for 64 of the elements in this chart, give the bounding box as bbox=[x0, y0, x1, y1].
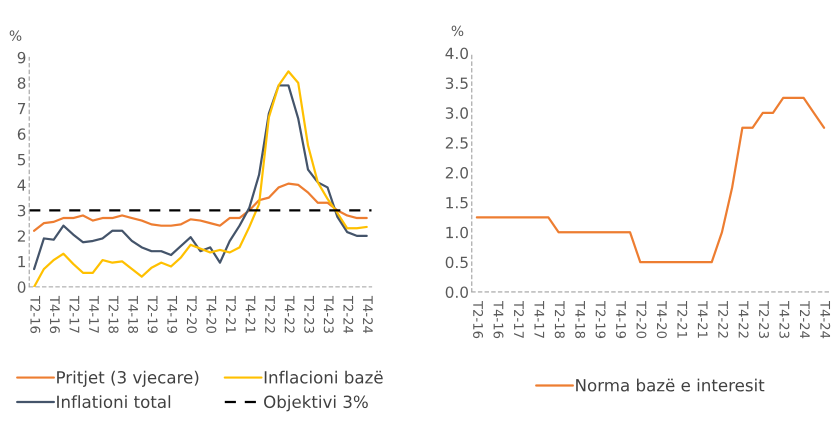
line-series bbox=[33, 182, 368, 232]
y-tick-label: 2 bbox=[18, 230, 25, 242]
x-tick-label: T2-20 bbox=[636, 300, 646, 338]
y-tick-label: 1.0 bbox=[446, 226, 468, 238]
x-tick-label: T4-24 bbox=[363, 296, 373, 334]
legend-label: Pritjet (3 vjecare) bbox=[57, 370, 198, 387]
y-tick-label: 7 bbox=[18, 103, 26, 114]
x-tick-label: T4-18 bbox=[575, 300, 586, 338]
y-tick-label: 3.5 bbox=[446, 77, 468, 90]
x-tick-label: T2-17 bbox=[514, 300, 524, 338]
x-tick-label: T2-17 bbox=[70, 296, 80, 333]
x-tick-label: T2-24 bbox=[343, 296, 354, 334]
legend-label: Inflationi total bbox=[57, 395, 170, 408]
x-tick-label: T4-21 bbox=[246, 296, 256, 333]
x-tick-label: T2-18 bbox=[108, 296, 119, 334]
legend-label: Norma bazë e interesit bbox=[576, 378, 764, 392]
x-tick-label: T2-16 bbox=[30, 296, 40, 334]
x-tick-label: T2-21 bbox=[226, 296, 236, 333]
x-tick-label: T4-22 bbox=[738, 300, 749, 338]
x-tick-label: T4-19 bbox=[167, 296, 178, 333]
legend-label: Objektivi 3% bbox=[264, 395, 368, 412]
x-tick-label: T4-19 bbox=[616, 300, 626, 338]
line-series bbox=[476, 96, 826, 264]
x-tick-label: T2-21 bbox=[677, 300, 688, 338]
y-tick-label: 2.0 bbox=[446, 167, 468, 179]
y-tick-label: 4 bbox=[17, 180, 26, 191]
y-tick-label: 3 bbox=[18, 204, 26, 216]
x-tick-label: T2-19 bbox=[148, 296, 158, 333]
y-tick-label: 9 bbox=[18, 52, 26, 64]
x-tick-label: T4-17 bbox=[89, 296, 99, 333]
y-tick-label: 6 bbox=[18, 128, 26, 140]
y-axis-title: % bbox=[10, 30, 22, 41]
y-tick-label: 5 bbox=[18, 154, 26, 166]
y-tick-label: 2.5 bbox=[446, 137, 468, 149]
x-tick-label: T4-23 bbox=[324, 296, 334, 333]
x-tick-label: T4-18 bbox=[128, 296, 138, 334]
y-tick-label: 0 bbox=[18, 281, 26, 293]
x-tick-label: T2-23 bbox=[758, 300, 769, 338]
y-tick-label: 3.0 bbox=[446, 107, 468, 119]
x-tick-label: T4-20 bbox=[206, 296, 216, 334]
x-tick-label: T2-23 bbox=[304, 296, 314, 333]
x-tick-label: T4-20 bbox=[656, 300, 667, 338]
y-tick-label: 1.5 bbox=[446, 197, 468, 208]
x-tick-label: T4-16 bbox=[50, 296, 60, 334]
x-tick-label: T4-22 bbox=[284, 296, 295, 333]
legend-label: Inflacioni bazë bbox=[264, 370, 383, 384]
x-tick-label: T4-17 bbox=[534, 300, 544, 338]
x-tick-label: T2-16 bbox=[473, 300, 484, 338]
x-tick-label: T2-18 bbox=[554, 300, 565, 338]
x-tick-label: T4-16 bbox=[493, 300, 504, 338]
x-tick-label: T4-24 bbox=[820, 300, 830, 338]
x-tick-label: T2-20 bbox=[186, 296, 197, 334]
y-tick-label: 8 bbox=[18, 77, 26, 89]
y-tick-label: 4.0 bbox=[445, 48, 468, 60]
x-tick-label: T2-22 bbox=[718, 300, 728, 338]
y-tick-label: 0.0 bbox=[446, 286, 468, 298]
x-tick-label: T2-19 bbox=[596, 300, 606, 338]
x-tick-label: T2-24 bbox=[800, 300, 810, 338]
x-tick-label: T2-22 bbox=[265, 296, 276, 333]
y-tick-label: 1 bbox=[18, 256, 26, 268]
y-tick-label: 0.5 bbox=[446, 256, 468, 268]
y-axis-title: % bbox=[452, 26, 464, 36]
x-tick-label: T4-21 bbox=[698, 300, 708, 338]
x-tick-label: T4-23 bbox=[779, 300, 790, 338]
